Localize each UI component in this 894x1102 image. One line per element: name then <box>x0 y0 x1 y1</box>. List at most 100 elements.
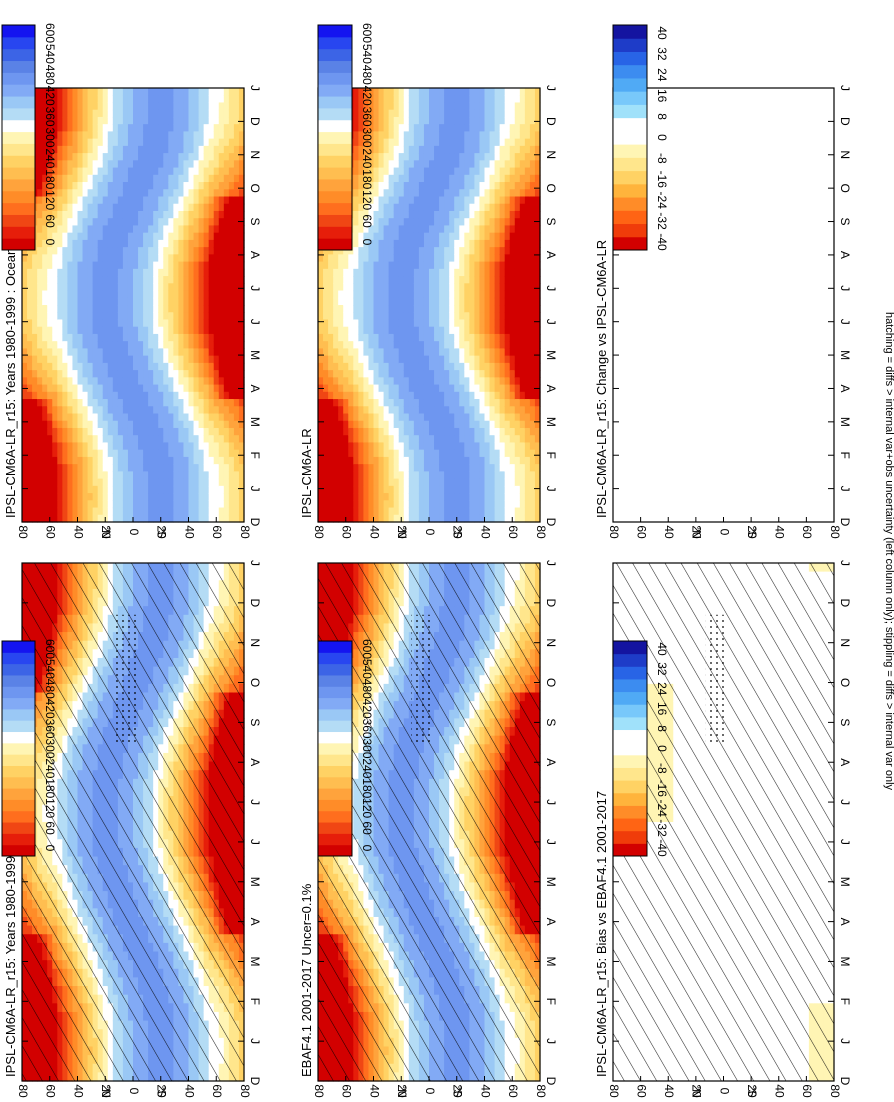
heatmap-cell <box>178 297 185 306</box>
heatmap-cell <box>163 225 169 234</box>
heatmap-cell <box>143 471 149 480</box>
heatmap-cell <box>57 218 63 227</box>
heatmap-cell <box>122 102 129 111</box>
heatmap-cell <box>102 276 109 284</box>
heatmap-cell <box>22 261 28 270</box>
heatmap-cell <box>183 160 190 169</box>
heatmap-cell <box>203 182 210 190</box>
heatmap-cell <box>168 95 174 104</box>
heatmap-cell <box>148 435 154 444</box>
heatmap-cell <box>97 326 104 335</box>
heatmap-cell <box>158 95 164 104</box>
heatmap-cell <box>208 276 215 284</box>
heatmap-cell <box>47 109 53 118</box>
heatmap-cell <box>97 210 104 219</box>
heatmap-cell <box>112 348 119 357</box>
heatmap-cell <box>67 268 74 277</box>
heatmap-cell <box>143 109 149 118</box>
heatmap-cell <box>32 420 38 429</box>
heatmap-cell <box>203 203 210 212</box>
heatmap-cell <box>198 297 205 306</box>
heatmap-cell <box>203 160 210 169</box>
heatmap-cell <box>163 268 169 277</box>
heatmap-cell <box>112 442 119 451</box>
heatmap-cell <box>117 326 124 335</box>
heatmap-cell <box>47 138 53 147</box>
heatmap-cell <box>102 471 109 480</box>
heatmap-cell <box>133 138 139 147</box>
heatmap-cell <box>87 239 94 248</box>
colorbar-cell <box>2 641 35 653</box>
heatmap-cell <box>153 124 159 132</box>
heatmap-cell <box>22 247 28 255</box>
heatmap-cell <box>153 362 159 371</box>
heatmap-cell <box>138 493 144 501</box>
heatmap-cell <box>188 196 195 205</box>
heatmap-cell <box>92 283 99 292</box>
heatmap-cell <box>168 88 174 96</box>
heatmap-cell <box>42 153 48 161</box>
heatmap-cell <box>32 391 38 400</box>
heatmap-cell <box>27 290 33 299</box>
heatmap-cell <box>163 218 169 227</box>
heatmap-cell <box>193 203 200 212</box>
heatmap-cell <box>163 153 169 161</box>
heatmap-cell <box>148 485 154 494</box>
heatmap-cell <box>143 435 149 444</box>
heatmap-cell <box>72 182 79 190</box>
heatmap-cell <box>47 362 53 371</box>
heatmap-cell <box>102 370 109 378</box>
heatmap-cell <box>62 131 69 140</box>
heatmap-cell <box>87 384 94 393</box>
heatmap-cell <box>117 507 124 516</box>
colorbar-cell <box>2 765 35 778</box>
heatmap-cell <box>62 435 69 444</box>
heatmap-cell <box>82 377 89 386</box>
heatmap-cell <box>87 370 94 378</box>
heatmap-cell <box>47 254 53 263</box>
heatmap-cell <box>203 210 210 219</box>
heatmap-cell <box>57 174 63 183</box>
heatmap-cell <box>37 362 43 371</box>
heatmap-cell <box>92 370 99 378</box>
heatmap-cell <box>102 341 109 349</box>
heatmap-cell <box>138 333 144 342</box>
heatmap-cell <box>92 326 99 335</box>
heatmap-cell <box>203 88 210 96</box>
heatmap-cell <box>138 145 144 154</box>
heatmap-cell <box>92 406 99 415</box>
heatmap-cell <box>82 427 89 436</box>
heatmap-cell <box>107 427 114 436</box>
heatmap-cell <box>127 210 134 219</box>
heatmap-cell <box>77 326 84 335</box>
heatmap-cell <box>122 210 129 219</box>
heatmap-cell <box>198 290 205 299</box>
heatmap-cell <box>47 341 53 349</box>
heatmap-cell <box>178 138 185 147</box>
heatmap-cell <box>42 196 48 205</box>
heatmap-cell <box>87 456 94 465</box>
heatmap-cell <box>77 174 84 183</box>
heatmap-cell <box>203 153 210 161</box>
heatmap-cell <box>138 435 144 444</box>
heatmap-cell <box>37 377 43 386</box>
heatmap-cell <box>122 370 129 378</box>
heatmap-cell <box>107 341 114 349</box>
heatmap-cell <box>188 399 195 407</box>
heatmap-cell <box>138 326 144 335</box>
heatmap-cell <box>173 160 180 169</box>
heatmap-cell <box>138 232 144 241</box>
heatmap-cell <box>37 471 43 480</box>
heatmap-cell <box>22 500 28 509</box>
heatmap-cell <box>183 305 190 313</box>
heatmap-cell <box>97 174 104 183</box>
heatmap-cell <box>102 485 109 494</box>
heatmap-cell <box>158 362 164 371</box>
heatmap-cell <box>32 449 38 458</box>
heatmap-cell <box>198 507 205 516</box>
heatmap-cell <box>117 232 124 241</box>
heatmap-cell <box>173 406 180 415</box>
heatmap-cell <box>32 471 38 480</box>
heatmap-cell <box>138 456 144 465</box>
heatmap-cell <box>32 333 38 342</box>
